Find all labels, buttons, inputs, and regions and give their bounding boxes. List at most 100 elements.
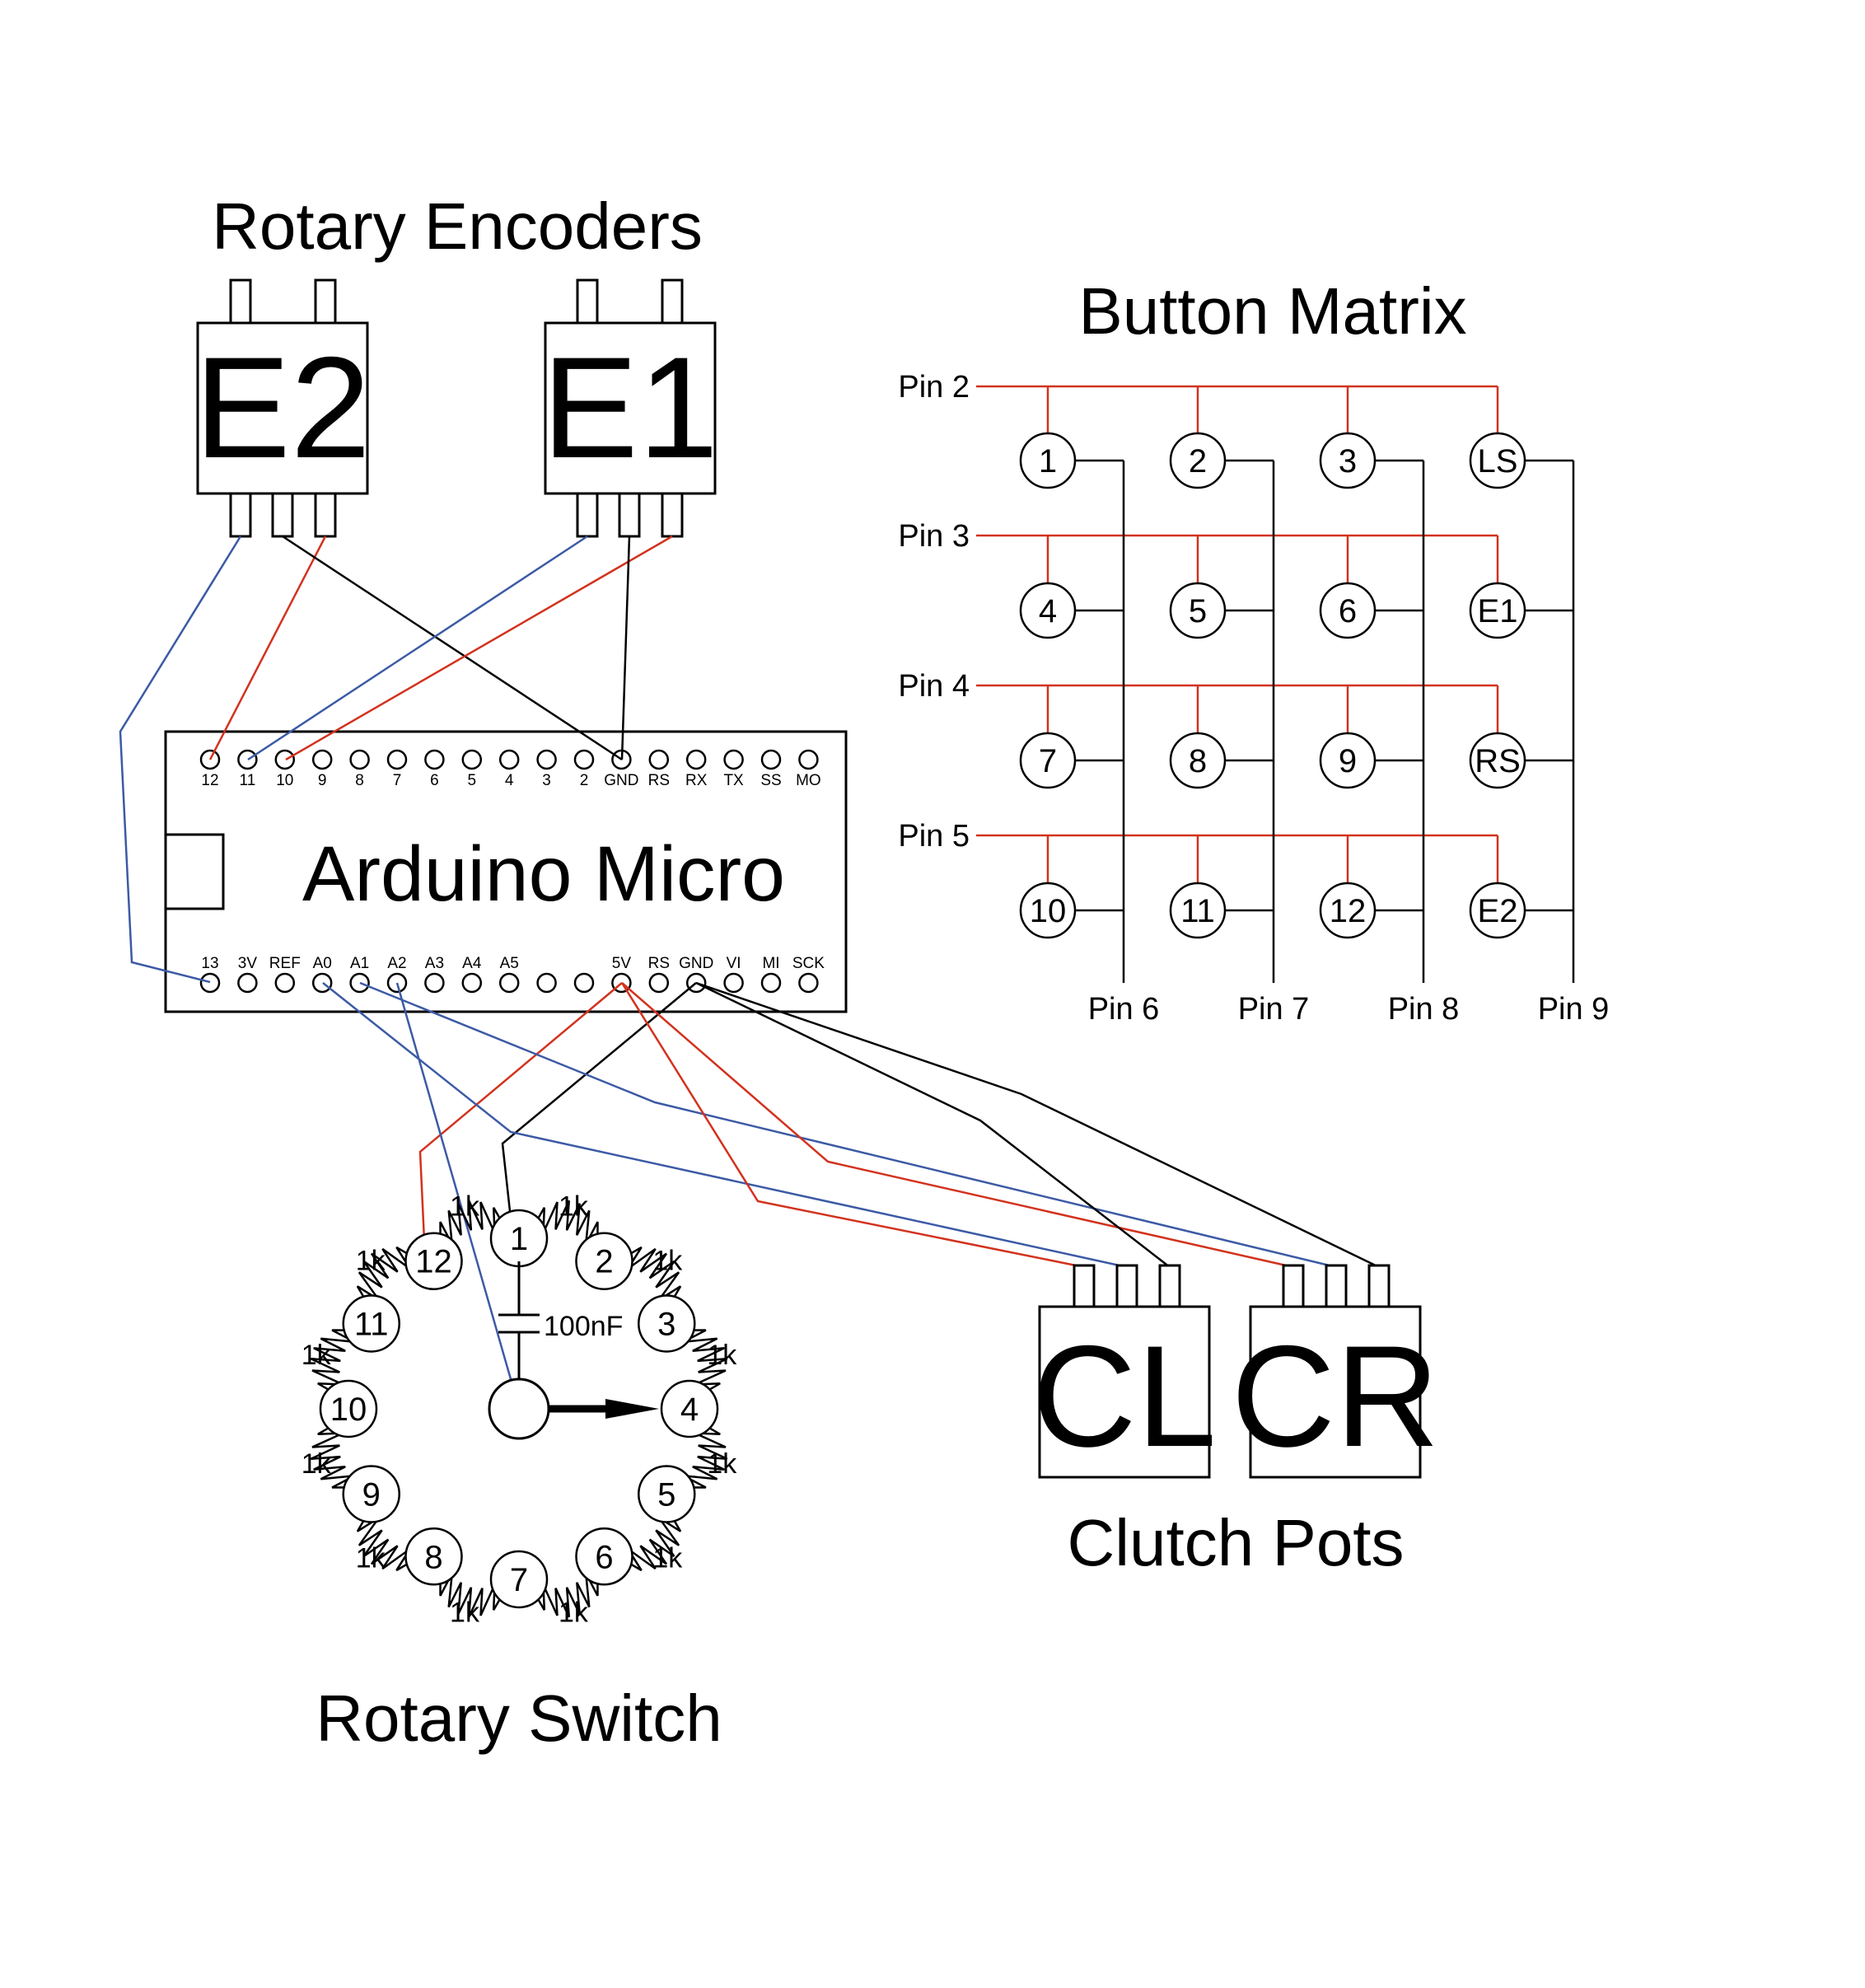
switch-wiper-hub xyxy=(488,1378,550,1440)
analog-power-wires xyxy=(322,981,1380,1380)
switch-resistor xyxy=(356,1246,434,1324)
matrix-button xyxy=(1169,582,1227,639)
bottom-pin-label: REF xyxy=(269,955,301,972)
resistor-label: 1k xyxy=(559,1597,589,1628)
wire-gnd-to-cl xyxy=(695,981,1171,1268)
switch-position xyxy=(342,1294,400,1353)
matrix-button-label: 11 xyxy=(1180,893,1215,929)
bottom-pin-hole xyxy=(349,972,370,994)
matrix-button xyxy=(1169,432,1227,489)
resistor-label: 1k xyxy=(450,1191,480,1223)
bottom-pin-label: RS xyxy=(648,955,670,972)
matrix-button xyxy=(1319,732,1377,789)
encoder-e2-label: E2 xyxy=(194,328,371,489)
switch-resistor xyxy=(356,1494,434,1572)
clutch-pots-title: Clutch Pots xyxy=(1067,1506,1404,1579)
switch-resistor xyxy=(432,1555,520,1618)
bottom-pin-hole xyxy=(274,972,296,994)
top-pin-label: 6 xyxy=(430,772,439,789)
switch-position-label: 10 xyxy=(330,1392,367,1428)
switch-resistor xyxy=(310,1408,372,1495)
wire-e2-black xyxy=(282,535,623,761)
matrix-button xyxy=(1319,432,1377,489)
switch-position-label: 7 xyxy=(510,1562,528,1598)
bottom-pin-label: 3V xyxy=(238,955,258,972)
matrix-row-label: Pin 5 xyxy=(898,819,970,854)
switch-position-label: 4 xyxy=(680,1392,699,1428)
switch-position xyxy=(319,1379,378,1438)
bottom-pin-label: SCK xyxy=(792,955,825,972)
bottom-pin-label: A5 xyxy=(500,955,519,972)
matrix-button-label: 6 xyxy=(1339,593,1357,629)
matrix-button-label: E1 xyxy=(1478,593,1518,629)
switch-position-label: 11 xyxy=(354,1307,389,1343)
top-pin-label: 9 xyxy=(318,772,327,789)
matrix-button xyxy=(1169,732,1227,789)
top-pin-hole xyxy=(648,749,670,770)
bottom-pin-hole xyxy=(498,972,520,994)
resistor-label: 1k xyxy=(707,1448,737,1480)
matrix-button-label: 8 xyxy=(1189,743,1207,779)
wire-e1-red xyxy=(285,535,673,761)
matrix-button xyxy=(1019,882,1077,939)
matrix-button-label: 2 xyxy=(1189,443,1207,479)
switch-position xyxy=(660,1379,719,1438)
switch-position xyxy=(342,1465,400,1523)
bottom-pin-hole xyxy=(573,972,595,994)
top-pin-hole xyxy=(386,749,408,770)
arduino-label: Arduino Micro xyxy=(302,830,785,918)
matrix-row-label: Pin 3 xyxy=(898,519,970,554)
resistor-label: 1k xyxy=(301,1340,332,1371)
wire-gnd-to-switch xyxy=(501,982,697,1212)
switch-position-label: 12 xyxy=(415,1244,452,1280)
matrix-row-label: Pin 4 xyxy=(898,669,970,704)
top-pin-label: 10 xyxy=(276,772,293,789)
resistor-label: 1k xyxy=(356,1542,386,1574)
encoder-e1-label: E1 xyxy=(542,328,718,489)
matrix-button-label: 3 xyxy=(1339,443,1357,479)
rotary-switch-title: Rotary Switch xyxy=(316,1682,722,1755)
wire-e2-blue xyxy=(119,536,242,984)
top-pin-label: 4 xyxy=(505,772,514,789)
top-pin-label: 5 xyxy=(468,772,477,789)
bottom-pin-label: A0 xyxy=(313,955,332,972)
encoder-e2 xyxy=(196,278,369,538)
clutch-pot-cl-label: CL xyxy=(1032,1317,1217,1477)
encoder-e1 xyxy=(544,278,717,538)
bottom-pin-label: 5V xyxy=(612,955,632,972)
switch-resistor xyxy=(518,1200,605,1262)
wire-5v-to-switch xyxy=(418,982,623,1242)
matrix-button-label: 4 xyxy=(1039,593,1057,629)
matrix-col-label: Pin 6 xyxy=(1088,992,1160,1027)
wire-5v-to-cl xyxy=(620,982,1085,1269)
wire-a0-to-cl xyxy=(322,982,1128,1269)
top-pin-hole xyxy=(685,749,707,770)
top-pin-label: MO xyxy=(796,772,821,789)
top-pin-hole xyxy=(536,749,557,770)
resistor-label: 1k xyxy=(707,1340,737,1371)
encoders-title: Rotary Encoders xyxy=(212,189,703,263)
matrix-button xyxy=(1169,882,1227,939)
switch-position xyxy=(575,1527,633,1586)
top-pin-hole xyxy=(424,749,445,770)
arduino-usb-port xyxy=(164,833,225,910)
clutch-pot-cr-label: CR xyxy=(1232,1317,1440,1477)
top-pin-label: 3 xyxy=(542,772,551,789)
matrix-button xyxy=(1469,582,1526,639)
bottom-pin-label: MI xyxy=(762,955,779,972)
matrix-button-label: 12 xyxy=(1330,893,1367,929)
bottom-pin-hole xyxy=(237,972,258,994)
top-pin-hole xyxy=(311,749,333,770)
bottom-pin-hole xyxy=(199,972,221,994)
bottom-pin-hole xyxy=(648,972,670,994)
top-pin-hole xyxy=(349,749,370,770)
top-pin-hole xyxy=(573,749,595,770)
top-pin-label: 2 xyxy=(580,772,589,789)
switch-position-label: 2 xyxy=(595,1244,613,1280)
bottom-pin-label: A4 xyxy=(462,955,482,972)
top-pin-label: 8 xyxy=(355,772,364,789)
switch-position-label: 1 xyxy=(510,1221,528,1257)
clutch-pot-cl xyxy=(1038,1264,1211,1479)
resistor-label: 1k xyxy=(301,1448,332,1480)
